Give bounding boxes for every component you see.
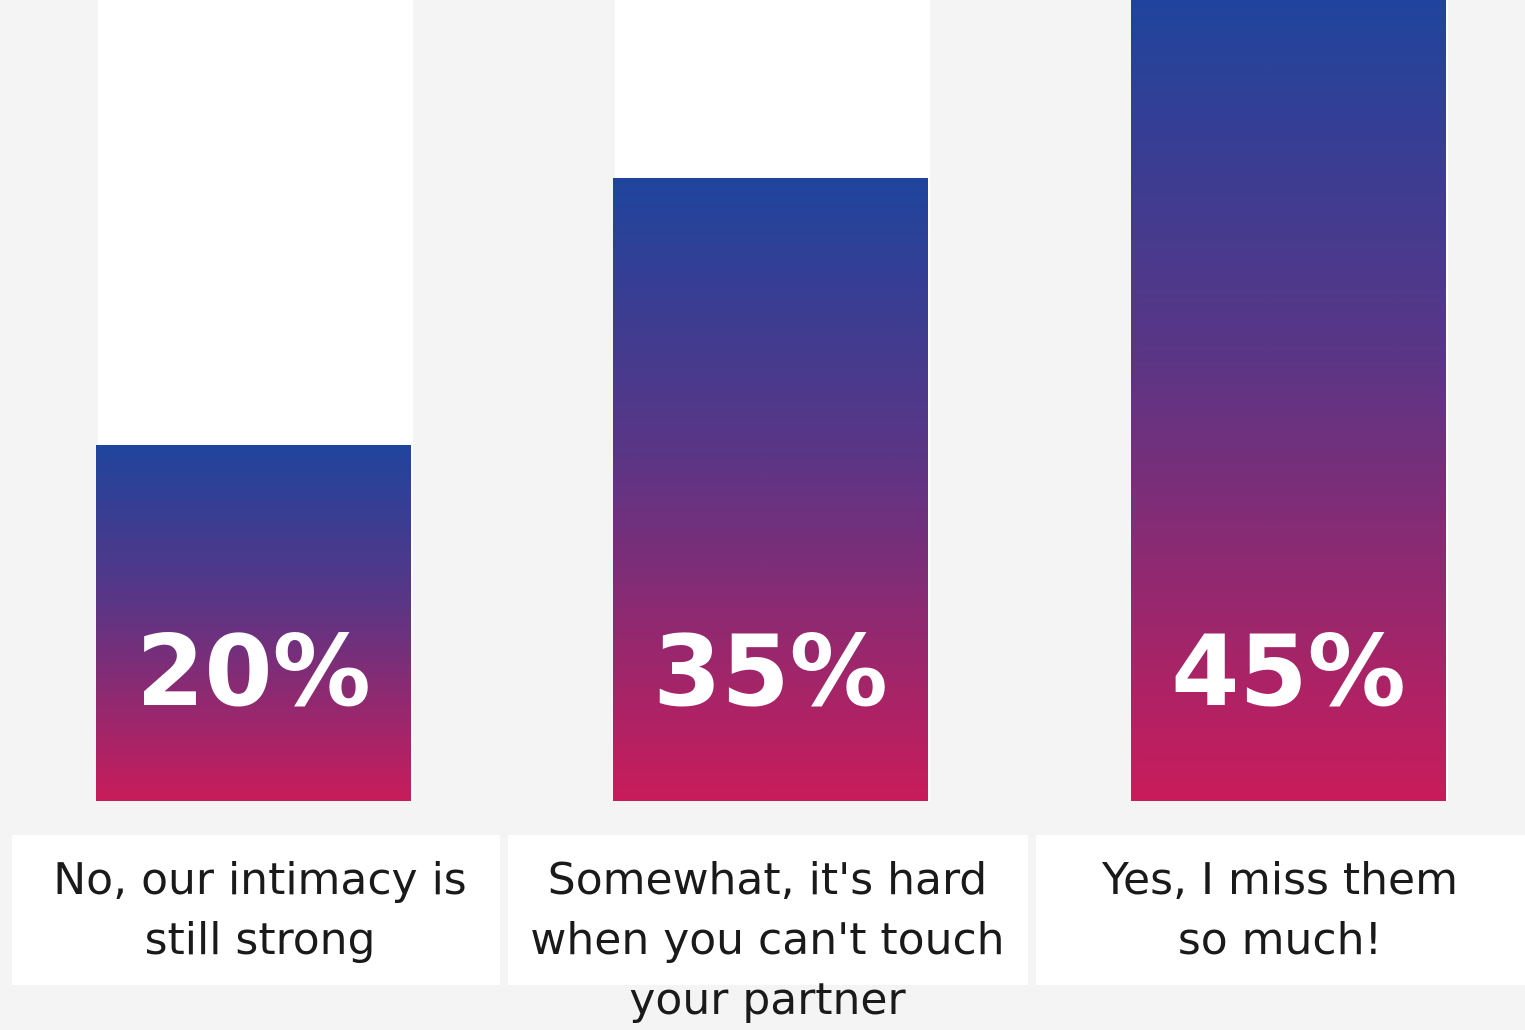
bar-1 [613,178,928,801]
bar-2 [1131,0,1446,801]
chart-plot-area: 20% 35% 45% [96,0,1448,801]
value-label-0: 20% [136,615,371,729]
category-label-1: Somewhat, it's hard when you can't touch… [530,854,1005,1025]
value-labels: 20% 35% 45% [136,615,1406,729]
category-label-panel-0 [12,835,500,985]
value-label-2: 45% [1171,615,1406,729]
value-label-1: 35% [653,615,888,729]
category-label-0: No, our intimacy is still strong [53,854,467,965]
category-label-2: Yes, I miss them so much! [1102,854,1458,965]
category-label-panel-2 [1036,835,1525,985]
bars [96,0,1446,801]
bar-0 [96,445,411,801]
bar-chart: 20% 35% 45% No, our intimacy is still stro… [12,0,1525,1025]
category-label-panel-1 [508,835,1028,985]
